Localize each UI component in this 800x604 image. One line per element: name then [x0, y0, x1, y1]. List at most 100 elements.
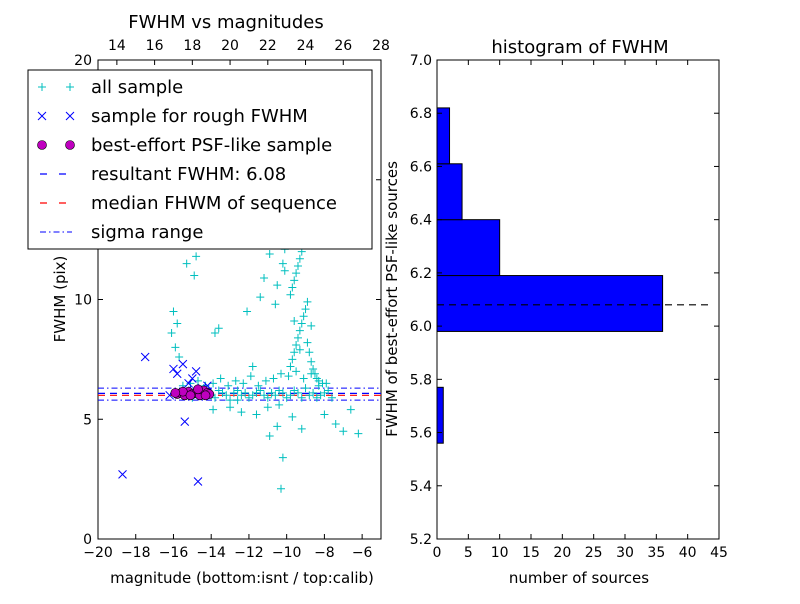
all-sample-point [309, 364, 318, 373]
all-sample-point [265, 249, 274, 258]
all-sample-point [290, 348, 299, 357]
psf-like-point [200, 390, 211, 401]
left-x-tick-label: −12 [234, 545, 264, 561]
right-panel: 0 5 10 15 20 25 30 35 40 45 5.2 5.4 5.6 5.8 6.0 6.2 6.4 6… [383, 37, 728, 587]
all-sample-point [286, 391, 295, 400]
left-y-tick-label: 0 [83, 532, 92, 548]
all-sample-point [293, 388, 302, 397]
rough-fwhm-point [191, 366, 201, 376]
right-axis-ticks: 0 5 10 15 20 25 30 35 40 45 5.2 5.4 5.6 5.8 6.0 6.2 6.4 6… [410, 53, 728, 561]
rough-fwhm-point [184, 378, 193, 388]
all-sample-point [263, 403, 272, 412]
rough-fwhm-point [118, 469, 127, 479]
all-sample-point [171, 343, 180, 352]
all-sample-point [216, 374, 225, 383]
left-x-tick-label: −18 [121, 545, 151, 561]
all-sample-point [286, 290, 295, 299]
legend-circle-icon [65, 140, 75, 150]
all-sample-point [305, 348, 314, 357]
all-sample-point [226, 396, 235, 405]
right-y-tick-label: 6.8 [410, 106, 432, 122]
left-y-axis-label: FWHM (pix) [51, 256, 69, 343]
left-top-tick-label: 16 [146, 38, 164, 54]
left-x-axis-label: magnitude (bottom:isnt / top:calib) [110, 569, 374, 587]
legend-item: resultant FWHM: 6.08 [40, 164, 286, 185]
psf-like-point [185, 390, 196, 401]
all-sample-point [320, 410, 329, 419]
all-sample-point [231, 376, 240, 385]
right-y-tick-label: 5.4 [410, 479, 432, 495]
all-sample-point [277, 484, 286, 493]
legend-label: best-effort PSF-like sample [91, 135, 332, 156]
all-sample-point [271, 300, 280, 309]
all-sample-point [273, 281, 282, 290]
all-sample-point [288, 355, 297, 364]
left-x-tick-label: −10 [272, 545, 302, 561]
legend-label: median FHWM of sequence [91, 193, 337, 214]
right-x-tick-label: 5 [464, 545, 473, 561]
all-sample-point [293, 333, 302, 342]
left-x-tick-label: −20 [83, 545, 113, 561]
all-sample-point [310, 369, 319, 378]
all-sample-point [190, 271, 199, 280]
all-sample-point [295, 326, 304, 335]
all-sample-point [252, 410, 261, 419]
right-plot-marks [436, 107, 712, 444]
all-sample-point [256, 386, 265, 395]
legend-plus-icon [66, 83, 74, 91]
histogram-bar [436, 107, 451, 165]
all-sample-point [309, 388, 318, 397]
all-sample-point [241, 388, 250, 397]
rough-fwhm-point [187, 374, 197, 383]
all-sample-point [209, 405, 218, 414]
all-sample-point [265, 432, 274, 441]
all-sample-point [295, 345, 304, 354]
all-sample-point [301, 384, 310, 393]
legend-label: sigma range [91, 222, 203, 243]
legend-item: best-effort PSF-like sample [37, 135, 332, 156]
all-sample-point [175, 352, 184, 361]
all-sample-point [299, 374, 308, 383]
all-sample-point [233, 396, 242, 405]
all-sample-point [339, 427, 348, 436]
all-sample-point [263, 393, 272, 402]
left-y-tick-label: 20 [74, 53, 92, 69]
legend: all sample sample for rough FWHM best-effo… [27, 69, 373, 250]
legend-box [27, 69, 373, 250]
psf-like-point [193, 384, 203, 395]
legend-plus-icon [38, 83, 46, 91]
all-sample-point [318, 379, 327, 388]
all-sample-point [233, 386, 242, 395]
histogram-bar [436, 275, 664, 332]
right-y-tick-label: 5.6 [410, 426, 432, 442]
all-sample-point [169, 307, 178, 316]
all-sample-point [284, 372, 293, 381]
left-chart-title: FWHM vs magnitudes [128, 12, 323, 33]
legend-item: median FHWM of sequence [40, 193, 337, 214]
left-top-tick-label: 20 [221, 38, 239, 54]
right-x-tick-label: 40 [679, 545, 697, 561]
right-x-tick-label: 25 [585, 545, 603, 561]
rough-fwhm-point [178, 359, 188, 369]
right-y-tick-label: 6.4 [410, 213, 432, 229]
legend-x-icon [65, 111, 75, 121]
right-x-tick-label: 45 [710, 545, 728, 561]
all-sample-point [292, 269, 301, 278]
left-top-tick-label: 22 [259, 38, 277, 54]
all-sample-point [303, 338, 312, 347]
right-y-tick-label: 5.2 [410, 532, 432, 548]
all-sample-point [280, 266, 289, 275]
right-chart-title: histogram of FWHM [491, 37, 668, 58]
legend-label: resultant FWHM: 6.08 [91, 164, 286, 185]
all-sample-point [303, 297, 312, 306]
all-sample-point [307, 357, 316, 366]
left-top-tick-label: 24 [297, 38, 315, 54]
all-sample-point [278, 259, 287, 268]
all-sample-point [331, 420, 340, 429]
all-sample-point [260, 273, 269, 282]
left-top-tick-label: 26 [334, 38, 352, 54]
legend-x-icon [37, 111, 47, 121]
all-sample-point [248, 362, 257, 371]
psf-like-point [170, 388, 181, 398]
